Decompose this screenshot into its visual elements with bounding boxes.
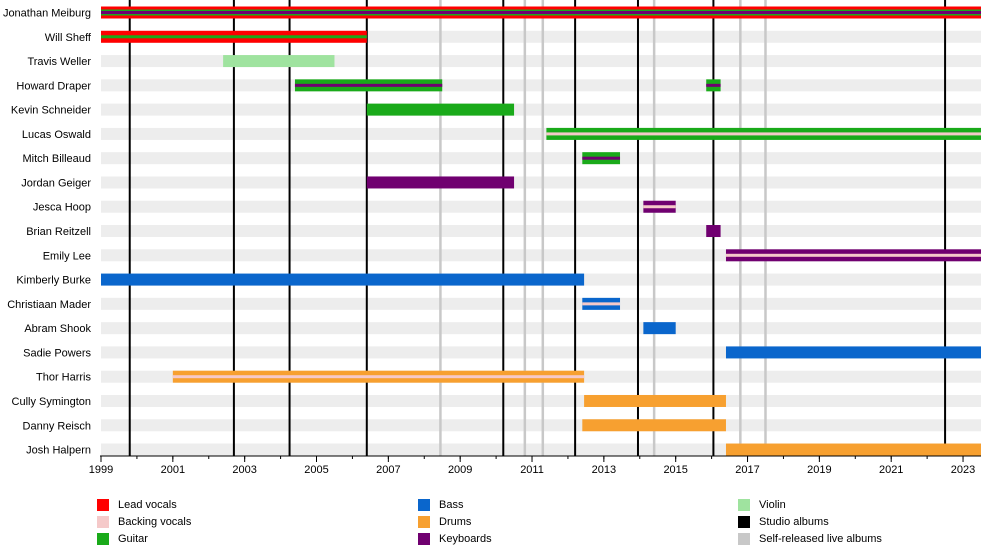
legend-swatch-bass	[418, 498, 430, 511]
bar-inner-jesca-hoop	[643, 205, 676, 209]
legend-swatch-keyboards	[418, 532, 430, 545]
legend-label: Guitar	[118, 532, 148, 545]
x-tick-label: 2011	[520, 464, 544, 476]
member-label-josh-halpern: Josh Halpern	[26, 445, 91, 457]
member-label-thor-harris: Thor Harris	[36, 372, 92, 384]
x-tick-label: 2019	[807, 464, 831, 476]
legend-item-guitar: Guitar	[97, 530, 148, 547]
row-stripe-danny-reisch	[101, 419, 981, 432]
bar-josh-halpern	[725, 443, 981, 456]
bar-danny-reisch	[582, 419, 726, 432]
legend-item-studio-albums: Studio albums	[738, 513, 829, 530]
legend-swatch-live-albums	[738, 532, 750, 545]
legend-item-backing-vocals: Backing vocals	[97, 513, 191, 530]
member-label-cully-symington: Cully Symington	[12, 396, 91, 408]
legend-label: Self-released live albums	[759, 532, 882, 545]
member-label-jordan-geiger: Jordan Geiger	[21, 177, 91, 189]
bar-kevin-schneider	[366, 103, 515, 116]
member-label-danny-reisch: Danny Reisch	[23, 420, 91, 432]
x-tick-label: 2013	[592, 464, 616, 476]
legend-label: Bass	[439, 498, 464, 511]
x-tick-label: 2005	[304, 464, 328, 476]
legend-item-live-albums: Self-released live albums	[738, 530, 882, 547]
x-tick-label: 2017	[735, 464, 759, 476]
legend-item-drums: Drums	[418, 513, 471, 530]
row-stripe-travis-weller	[101, 55, 981, 68]
member-label-kimberly-burke: Kimberly Burke	[16, 275, 91, 287]
legend-swatch-backing-vocals	[97, 515, 109, 528]
bar-inner-mitch-billeaud	[582, 156, 621, 160]
bar-travis-weller	[223, 55, 335, 68]
member-label-mitch-billeaud: Mitch Billeaud	[23, 153, 91, 165]
bar-jordan-geiger	[366, 176, 515, 189]
legend-item-keyboards: Keyboards	[418, 530, 492, 547]
row-stripe-brian-reitzell	[101, 225, 981, 238]
legend-label: Studio albums	[759, 515, 829, 528]
bar-inner-lucas-oswald	[546, 132, 981, 136]
bar-abram-shook	[643, 322, 676, 335]
legend-swatch-drums	[418, 515, 430, 528]
row-stripe-abram-shook	[101, 322, 981, 335]
row-stripe-will-sheff	[101, 30, 981, 43]
member-label-abram-shook: Abram Shook	[24, 323, 91, 335]
legend-label: Backing vocals	[118, 515, 192, 528]
member-label-jonathan-meiburg: Jonathan Meiburg	[3, 8, 91, 20]
member-label-brian-reitzell: Brian Reitzell	[26, 226, 91, 238]
x-tick-label: 2009	[448, 464, 472, 476]
bar-inner-thor-harris	[172, 375, 585, 379]
row-stripe-lucas-oswald	[101, 127, 981, 140]
row-stripe-emily-lee	[101, 249, 981, 262]
legend-swatch-lead-vocals	[97, 498, 109, 511]
legend-item-bass: Bass	[418, 496, 463, 513]
legend-swatch-violin	[738, 498, 750, 511]
bar-inner-emily-lee	[725, 253, 981, 257]
bar-inner-howard-draper	[706, 83, 721, 87]
band-timeline-chart: Jonathan Meiburg Will Sheff Travis Weller H…	[3, 0, 981, 476]
row-stripe-kevin-schneider	[101, 103, 981, 116]
x-tick-label: 2023	[951, 464, 975, 476]
member-label-jesca-hoop: Jesca Hoop	[33, 202, 91, 214]
member-label-howard-draper: Howard Draper	[16, 80, 91, 92]
x-tick-label: 1999	[89, 464, 113, 476]
x-tick-label: 2003	[232, 464, 256, 476]
legend-label: Violin	[759, 498, 786, 511]
bar-brian-reitzell	[706, 225, 721, 238]
legend-label: Drums	[439, 515, 472, 528]
member-label-kevin-schneider: Kevin Schneider	[11, 105, 91, 117]
legend-swatch-guitar	[97, 532, 109, 545]
member-label-lucas-oswald: Lucas Oswald	[22, 129, 91, 141]
bar-inner-will-sheff	[101, 35, 367, 39]
legend-item-violin: Violin	[738, 496, 786, 513]
x-tick-label: 2021	[879, 464, 903, 476]
legend-label: Keyboards	[439, 532, 492, 545]
member-label-sadie-powers: Sadie Powers	[23, 347, 91, 359]
bar-sadie-powers	[725, 346, 981, 359]
bar-kimberly-burke	[101, 273, 585, 286]
member-label-christiaan-mader: Christiaan Mader	[7, 299, 91, 311]
x-tick-label: 2001	[161, 464, 185, 476]
row-stripe-mitch-billeaud	[101, 152, 981, 165]
bar-cully-symington	[584, 394, 726, 407]
row-stripe-jordan-geiger	[101, 176, 981, 189]
x-tick-label: 2007	[376, 464, 400, 476]
row-stripe-christiaan-mader	[101, 297, 981, 310]
member-label-emily-lee: Emily Lee	[43, 250, 91, 262]
legend-swatch-studio-albums	[738, 515, 750, 528]
row-stripe-cully-symington	[101, 394, 981, 407]
member-label-travis-weller: Travis Weller	[27, 56, 91, 68]
row-stripe-jesca-hoop	[101, 200, 981, 213]
legend: Lead vocals Backing vocals Guitar Bass D…	[0, 496, 1000, 552]
legend-label: Lead vocals	[118, 498, 177, 511]
bar-inner-jonathan-meiburg	[101, 11, 981, 14]
member-label-will-sheff: Will Sheff	[45, 32, 92, 44]
x-tick-label: 2015	[663, 464, 687, 476]
bar-inner-howard-draper	[294, 83, 443, 87]
legend-item-lead-vocals: Lead vocals	[97, 496, 177, 513]
bar-inner-christiaan-mader	[582, 302, 621, 306]
